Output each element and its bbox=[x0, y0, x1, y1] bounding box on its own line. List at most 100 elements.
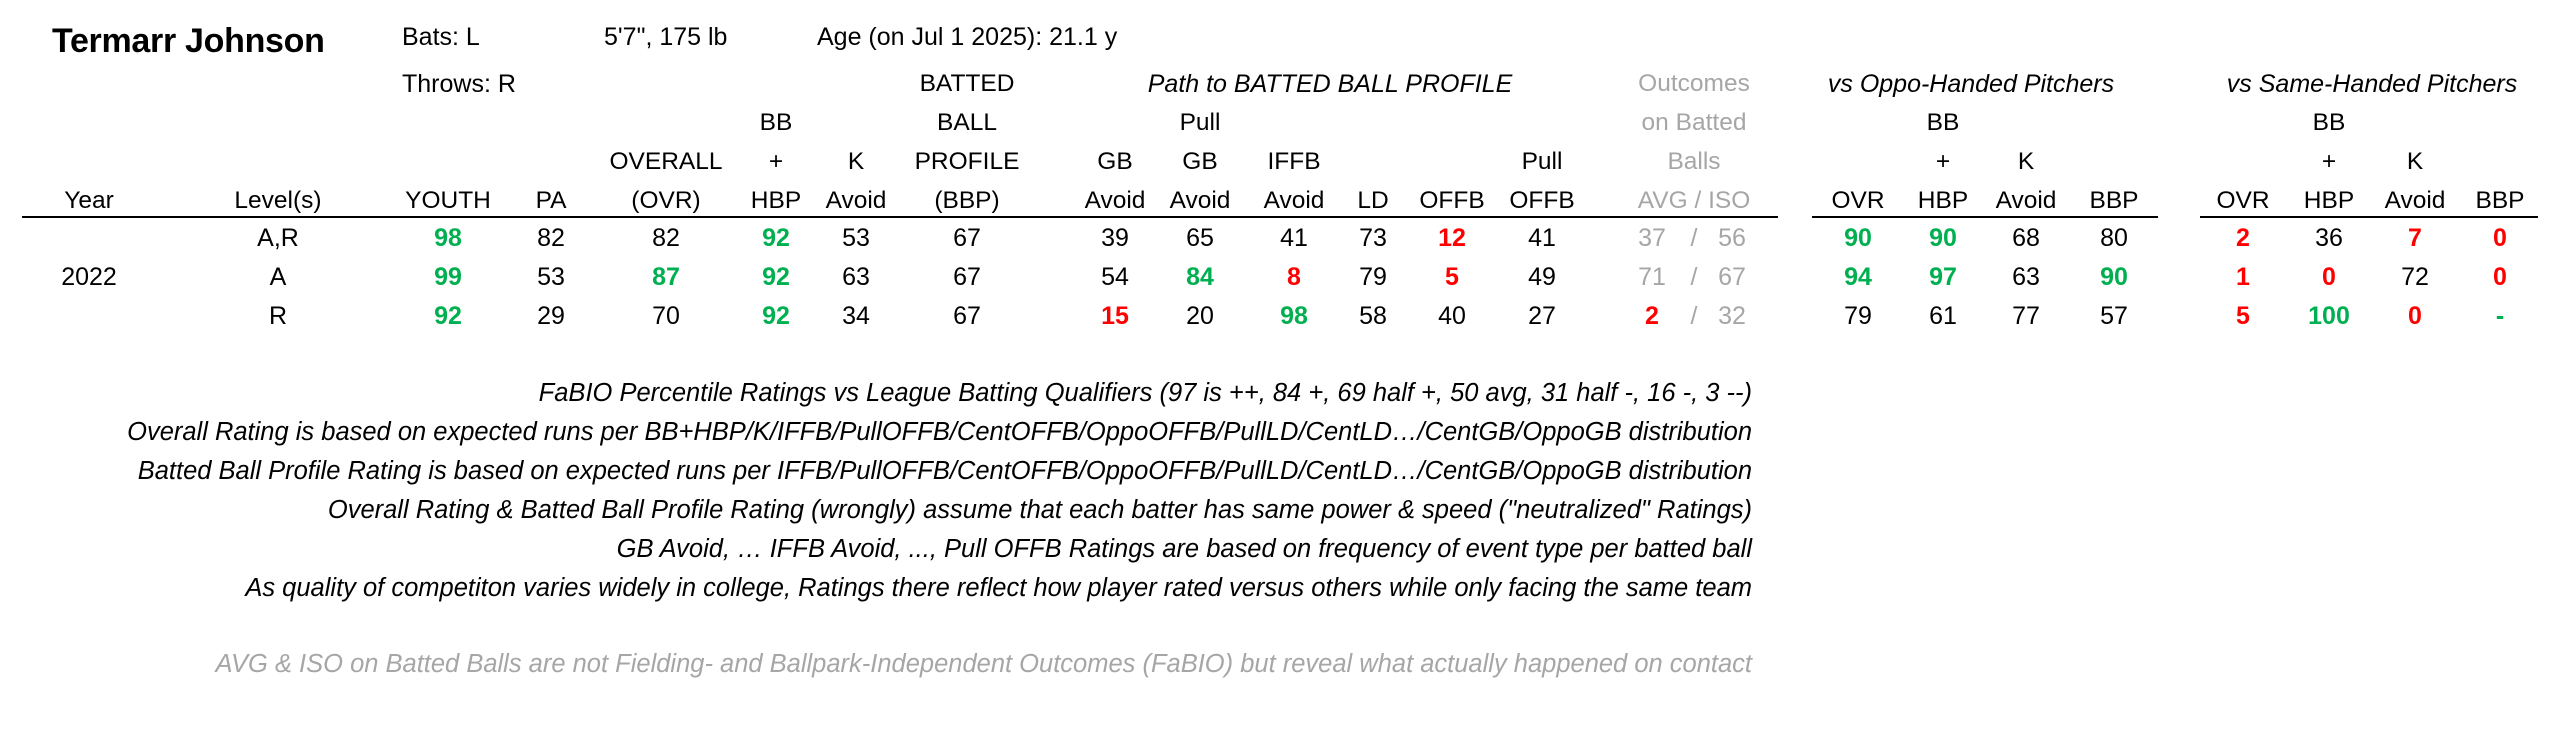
header-pgb-3: Avoid bbox=[1169, 187, 1231, 214]
header-iffb-2: Avoid bbox=[1263, 187, 1325, 214]
header-rule-main bbox=[22, 216, 1778, 218]
cell-pullgb: 84 bbox=[1186, 263, 1214, 291]
cell-same-bb: 36 bbox=[2315, 224, 2343, 252]
cell-same-bbp: 0 bbox=[2493, 263, 2507, 291]
header-oppo-bb-1: BB bbox=[1926, 109, 1960, 136]
cell-kavoid: 53 bbox=[842, 224, 870, 252]
header-bbp-3: PROFILE bbox=[914, 148, 1020, 175]
cell-levels: A,R bbox=[257, 224, 299, 252]
cell-iso: 56 bbox=[1718, 224, 1746, 252]
header-outcomes-2: on Batted bbox=[1641, 109, 1747, 136]
same-title: vs Same-Handed Pitchers bbox=[2226, 70, 2518, 98]
header-levels: Level(s) bbox=[234, 187, 322, 214]
cell-same-k: 7 bbox=[2408, 224, 2422, 252]
cell-oppo-ovr: 90 bbox=[1844, 224, 1872, 252]
header-bb-3: HBP bbox=[750, 187, 802, 214]
cell-same-ovr: 1 bbox=[2236, 263, 2250, 291]
note-line: GB Avoid, … IFFB Avoid, ..., Pull OFFB R… bbox=[616, 535, 1752, 563]
cell-ld: 58 bbox=[1359, 302, 1387, 330]
header-oppo-bb-3: HBP bbox=[1917, 187, 1969, 214]
cell-avg: 2 bbox=[1645, 302, 1659, 330]
header-pgb-1: Pull bbox=[1179, 109, 1221, 136]
footnote: AVG & ISO on Batted Balls are not Fieldi… bbox=[215, 650, 1752, 678]
cell-same-bb: 0 bbox=[2322, 263, 2336, 291]
cell-ovr: 70 bbox=[652, 302, 680, 330]
header-same-bbp: BBP bbox=[2475, 187, 2525, 214]
cell-oppo-k: 63 bbox=[2012, 263, 2040, 291]
player-name: Termarr Johnson bbox=[52, 22, 325, 60]
cell-same-bbp: - bbox=[2495, 302, 2505, 330]
note-line: Overall Rating is based on expected runs… bbox=[127, 418, 1752, 446]
cell-iffb: 41 bbox=[1280, 224, 1308, 252]
header-poffb-2: OFFB bbox=[1509, 187, 1575, 214]
cell-iffb: 8 bbox=[1287, 263, 1301, 291]
cell-pa: 82 bbox=[537, 224, 565, 252]
header-same-bb-1: BB bbox=[2312, 109, 2346, 136]
header-oppo-k-2: Avoid bbox=[1995, 187, 2057, 214]
cell-offb: 40 bbox=[1438, 302, 1466, 330]
cell-avg: 71 bbox=[1638, 263, 1666, 291]
cell-pa: 29 bbox=[537, 302, 565, 330]
header-bbp-2: BALL bbox=[937, 109, 997, 136]
note-line: As quality of competiton varies widely i… bbox=[245, 574, 1752, 602]
cell-oppo-ovr: 94 bbox=[1844, 263, 1872, 291]
header-outcomes-3: Balls bbox=[1667, 148, 1721, 175]
cell-offb: 5 bbox=[1445, 263, 1459, 291]
header-bbp-1: BATTED bbox=[919, 70, 1015, 97]
cell-iffb: 98 bbox=[1280, 302, 1308, 330]
header-pa: PA bbox=[535, 187, 567, 214]
path-title: Path to BATTED BALL PROFILE bbox=[1147, 70, 1513, 98]
cell-year: 2022 bbox=[61, 263, 117, 291]
cell-iso: 32 bbox=[1718, 302, 1746, 330]
header-offb: OFFB bbox=[1419, 187, 1485, 214]
oppo-title: vs Oppo-Handed Pitchers bbox=[1827, 70, 2115, 98]
cell-ovr: 82 bbox=[652, 224, 680, 252]
cell-kavoid: 63 bbox=[842, 263, 870, 291]
cell-slash: / bbox=[1690, 263, 1698, 291]
header-year: Year bbox=[64, 187, 114, 214]
cell-gbavoid: 15 bbox=[1101, 302, 1129, 330]
cell-kavoid: 34 bbox=[842, 302, 870, 330]
header-overall-2: (OVR) bbox=[631, 187, 701, 214]
header-rule-oppo bbox=[1812, 216, 2158, 218]
header-same-ovr: OVR bbox=[2216, 187, 2270, 214]
cell-oppo-bbp: 57 bbox=[2100, 302, 2128, 330]
header-k-2: Avoid bbox=[825, 187, 887, 214]
header-oppo-bbp: BBP bbox=[2089, 187, 2139, 214]
header-bb-2: + bbox=[768, 148, 784, 175]
bats-label: Bats: L bbox=[402, 23, 480, 51]
cell-oppo-bbp: 80 bbox=[2100, 224, 2128, 252]
header-oppo-ovr: OVR bbox=[1831, 187, 1885, 214]
cell-levels: A bbox=[269, 263, 287, 291]
cell-bbp: 67 bbox=[953, 224, 981, 252]
header-same-k-2: Avoid bbox=[2384, 187, 2446, 214]
header-youth: YOUTH bbox=[405, 187, 491, 214]
cell-bbhbp: 92 bbox=[762, 302, 790, 330]
cell-bbp: 67 bbox=[953, 302, 981, 330]
cell-pa: 53 bbox=[537, 263, 565, 291]
cell-gbavoid: 39 bbox=[1101, 224, 1129, 252]
cell-bbhbp: 92 bbox=[762, 224, 790, 252]
cell-pullgb: 20 bbox=[1186, 302, 1214, 330]
cell-bbp: 67 bbox=[953, 263, 981, 291]
note-line: Batted Ball Profile Rating is based on e… bbox=[137, 457, 1752, 485]
header-overall-1: OVERALL bbox=[609, 148, 723, 175]
cell-same-k: 72 bbox=[2401, 263, 2429, 291]
header-bbp-4: (BBP) bbox=[934, 187, 1000, 214]
cell-pulloffb: 41 bbox=[1528, 224, 1556, 252]
cell-oppo-bb: 61 bbox=[1929, 302, 1957, 330]
cell-youth: 99 bbox=[434, 263, 462, 291]
header-ld: LD bbox=[1357, 187, 1389, 214]
cell-levels: R bbox=[268, 302, 288, 330]
cell-ovr: 87 bbox=[652, 263, 680, 291]
header-iffb-1: IFFB bbox=[1267, 148, 1321, 175]
cell-youth: 98 bbox=[434, 224, 462, 252]
cell-same-k: 0 bbox=[2408, 302, 2422, 330]
cell-oppo-bbp: 90 bbox=[2100, 263, 2128, 291]
header-gb-2: Avoid bbox=[1084, 187, 1146, 214]
header-k-1: K bbox=[847, 148, 865, 175]
cell-pullgb: 65 bbox=[1186, 224, 1214, 252]
cell-oppo-k: 68 bbox=[2012, 224, 2040, 252]
cell-avg: 37 bbox=[1638, 224, 1666, 252]
cell-bbhbp: 92 bbox=[762, 263, 790, 291]
